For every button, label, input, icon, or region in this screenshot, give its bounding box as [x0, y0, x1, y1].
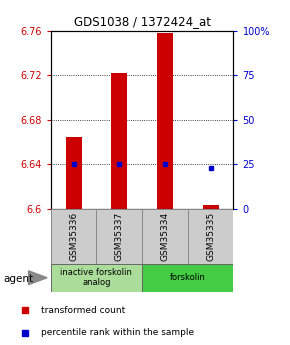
Text: GSM35334: GSM35334 [160, 212, 169, 261]
Bar [142, 209, 188, 264]
Text: transformed count: transformed count [41, 306, 126, 315]
Text: GSM35337: GSM35337 [115, 212, 124, 261]
Text: percentile rank within the sample: percentile rank within the sample [41, 328, 194, 337]
Text: forskolin: forskolin [170, 273, 206, 282]
Text: GSM35336: GSM35336 [69, 212, 78, 261]
Bar [111, 73, 127, 209]
Bar [51, 264, 142, 292]
Text: agent: agent [3, 274, 33, 284]
Bar [157, 33, 173, 209]
Text: GSM35335: GSM35335 [206, 212, 215, 261]
Bar [203, 205, 219, 209]
Bar [66, 137, 81, 209]
Bar [51, 209, 96, 264]
Title: GDS1038 / 1372424_at: GDS1038 / 1372424_at [74, 16, 211, 29]
Bar [96, 209, 142, 264]
Bar [188, 209, 233, 264]
Bar [142, 264, 233, 292]
Text: inactive forskolin
analog: inactive forskolin analog [61, 268, 132, 287]
Polygon shape [28, 271, 47, 285]
